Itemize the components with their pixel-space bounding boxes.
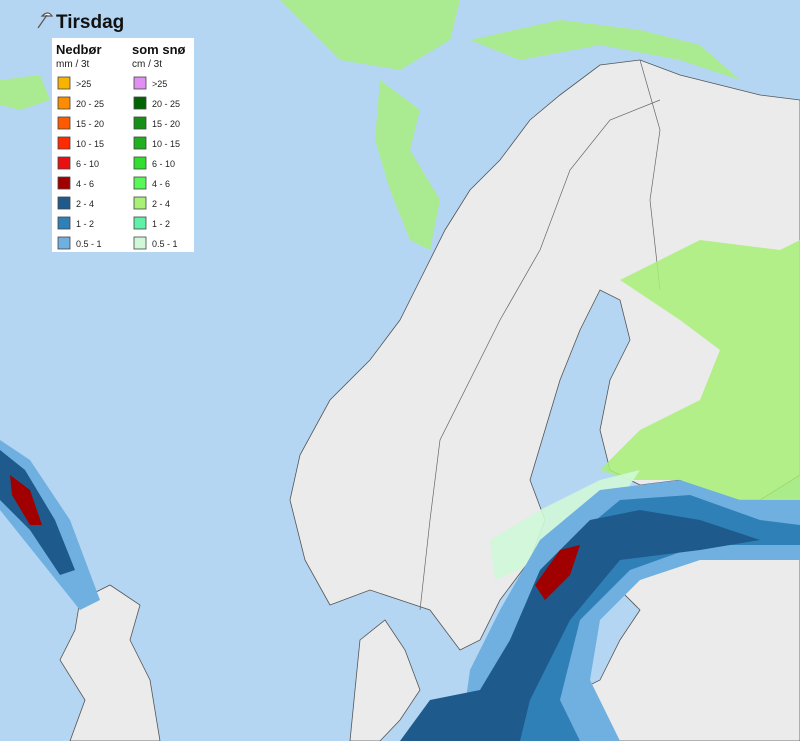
legend-swatch <box>57 236 71 250</box>
land <box>59 584 161 741</box>
legend-label: >25 <box>76 79 91 89</box>
legend-label: 1 - 2 <box>152 219 170 229</box>
legend-swatch <box>57 216 71 230</box>
legend-label: 10 - 15 <box>152 139 180 149</box>
legend-swatch <box>57 136 71 150</box>
legend-label: 4 - 6 <box>152 179 170 189</box>
legend-label: 4 - 6 <box>76 179 94 189</box>
legend-swatch <box>133 216 147 230</box>
legend-box <box>52 38 194 252</box>
legend-label: 15 - 20 <box>76 119 104 129</box>
legend-label: 20 - 25 <box>76 99 104 109</box>
legend-unit: cm / 3t <box>132 59 162 70</box>
legend-swatch <box>133 156 147 170</box>
legend-swatch <box>133 236 147 250</box>
legend-swatch <box>133 76 147 90</box>
snow-area <box>375 80 440 250</box>
legend-swatch <box>57 156 71 170</box>
legend-unit: mm / 3t <box>56 59 90 70</box>
legend-label: 2 - 4 <box>152 199 170 209</box>
legend-label: 10 - 15 <box>76 139 104 149</box>
legend-label: 0.5 - 1 <box>76 239 102 249</box>
border <box>639 59 661 291</box>
snow-area <box>600 240 800 520</box>
legend-label: >25 <box>152 79 167 89</box>
rain-area <box>10 475 42 525</box>
legend-swatch <box>57 176 71 190</box>
legend-label: 20 - 25 <box>152 99 180 109</box>
legend-label: 6 - 10 <box>152 159 175 169</box>
legend-swatch <box>57 116 71 130</box>
snow-area <box>470 20 740 80</box>
legend-swatch <box>133 196 147 210</box>
snow-area <box>280 0 460 70</box>
snow-area <box>0 75 50 110</box>
legend-swatch <box>57 96 71 110</box>
legend-swatch <box>133 176 147 190</box>
legend-label: 6 - 10 <box>76 159 99 169</box>
legend-label: 2 - 4 <box>76 199 94 209</box>
legend-label: 0.5 - 1 <box>152 239 178 249</box>
land <box>349 619 421 741</box>
legend-heading: som snø <box>132 42 186 57</box>
legend-swatch <box>57 196 71 210</box>
rain-area <box>535 545 580 600</box>
legend-swatch <box>133 136 147 150</box>
map-title: Tirsdag <box>56 12 124 33</box>
legend-label: 15 - 20 <box>152 119 180 129</box>
legend-swatch <box>133 116 147 130</box>
legend: Nedbør mm / 3t >25 20 - 25 15 - 20 10 - 15 6 -… <box>56 42 186 250</box>
rain-area <box>400 510 760 741</box>
legend-label: 1 - 2 <box>76 219 94 229</box>
border <box>419 99 661 611</box>
legend-swatch <box>57 76 71 90</box>
umbrella-icon <box>37 12 54 29</box>
legend-heading: Nedbør <box>56 42 102 57</box>
legend-swatch <box>133 96 147 110</box>
